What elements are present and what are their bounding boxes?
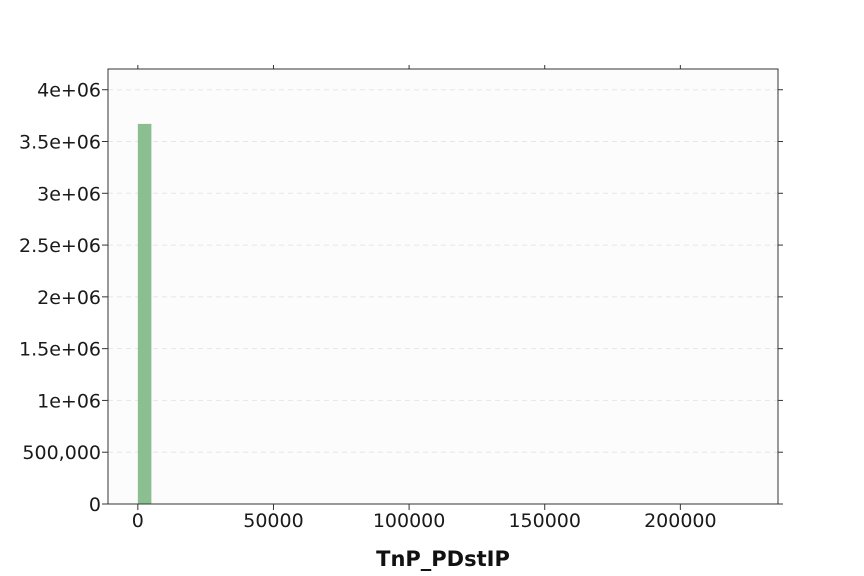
y-tick-label: 1e+06 <box>37 390 101 412</box>
y-tick-label: 1.5e+06 <box>19 339 101 361</box>
x-tick-label: 50000 <box>243 510 303 532</box>
x-tick-label: 0 <box>132 510 144 532</box>
x-tick-label: 150000 <box>508 510 581 532</box>
y-tick-label: 2.5e+06 <box>19 235 101 257</box>
y-axis-ticks: 0 500,000 1e+06 1.5e+06 2e+06 2.5e+06 3e+06 3.5… <box>19 80 783 516</box>
x-tick-label: 100000 <box>373 510 446 532</box>
x-axis-ticks: 0 50000 100000 150000 200000 <box>132 65 717 532</box>
plot-area <box>108 69 778 504</box>
y-tick-label: 2e+06 <box>37 287 101 309</box>
y-tick-label: 4e+06 <box>37 80 101 102</box>
x-tick-label: 200000 <box>644 510 717 532</box>
plot-frame <box>107 68 779 505</box>
gridlines <box>108 89 778 453</box>
x-axis-label: TnP_PDstIP <box>376 547 510 571</box>
bars <box>137 123 152 505</box>
y-tick-label: 3e+06 <box>37 183 101 205</box>
histogram-bar-0 <box>137 123 152 505</box>
y-tick-label: 3.5e+06 <box>19 132 101 154</box>
y-tick-label: 0 <box>89 494 101 516</box>
y-tick-label: 500,000 <box>22 442 101 464</box>
